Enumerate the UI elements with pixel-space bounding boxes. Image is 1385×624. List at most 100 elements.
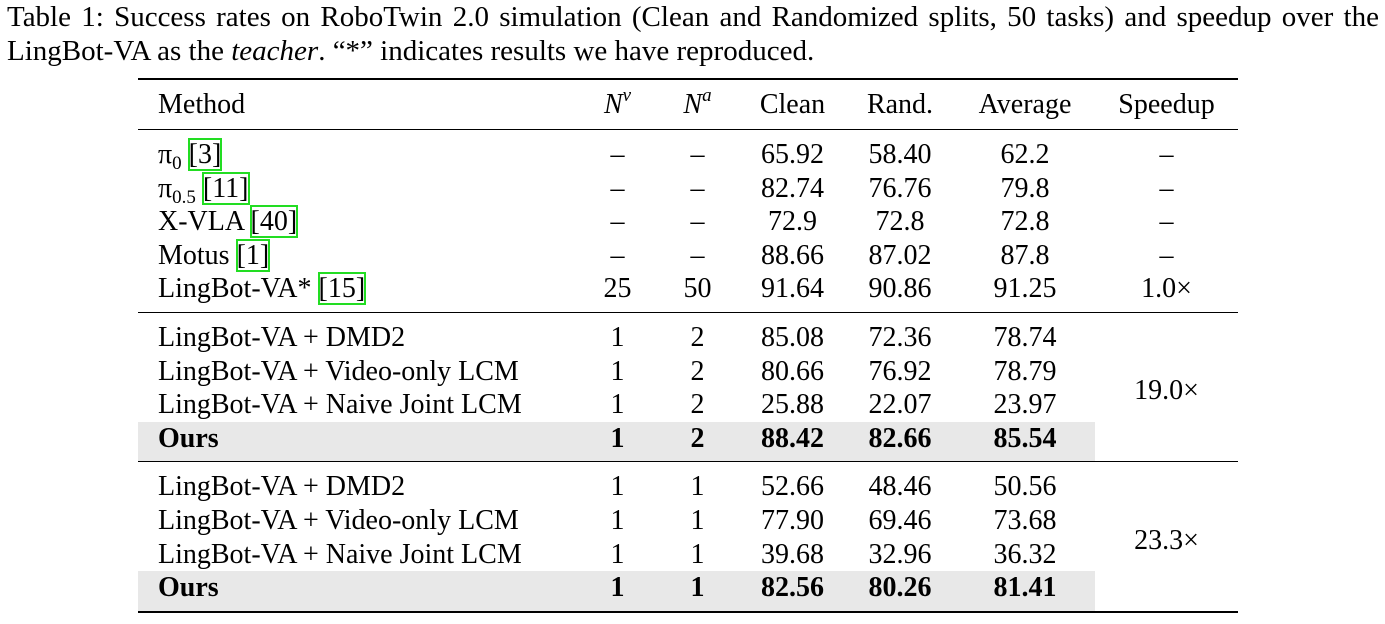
method-cell: LingBot-VA + Naive Joint LCM — [138, 388, 580, 422]
value-cell: 25 — [603, 273, 632, 305]
method-name: X-VLA — [158, 206, 244, 238]
value-cell: 48.46 — [868, 471, 932, 503]
value-cell: 1 — [655, 571, 740, 612]
value-cell: 1 — [610, 538, 625, 570]
table-row: LingBot-VA + DMD2 1 2 85.08 72.36 78.74 19.0× — [138, 312, 1238, 406]
header-text: Method — [158, 88, 246, 120]
value-cell: 22.07 — [868, 389, 932, 421]
header-symbol: N — [683, 88, 703, 120]
method-name: Ours — [158, 422, 219, 454]
value-cell: 1 — [610, 321, 625, 353]
value-cell: 80.26 — [845, 571, 955, 612]
value-cell: 1 — [580, 571, 655, 612]
value-cell: 88.42 — [740, 421, 845, 462]
header-sup-text: a — [702, 84, 712, 106]
value-cell: – — [690, 139, 705, 170]
value-cell: 62.2 — [1000, 139, 1050, 170]
caption: Table 1: Success rates on RoboTwin 2.0 s… — [7, 0, 1379, 68]
method-cell: LingBot-VA + Video-only LCM — [138, 355, 580, 389]
value-cell: – — [610, 139, 625, 170]
method-name: Motus — [158, 239, 230, 271]
value-cell: 69.46 — [868, 504, 932, 536]
header-cell: Rand. — [845, 79, 955, 130]
value-cell: 79.8 — [1000, 172, 1050, 204]
caption-text: Table 1: Success rates on RoboTwin 2.0 s… — [7, 1, 1379, 67]
value-cell: – — [690, 239, 705, 271]
header-cell: Speedup — [1095, 79, 1238, 130]
header-cell: Nv — [580, 79, 655, 130]
header-cell: Method — [138, 79, 580, 130]
value-cell: – — [610, 172, 625, 204]
value-cell: – — [610, 206, 625, 238]
value-cell: 1 — [610, 504, 625, 536]
method-name: π — [158, 172, 173, 204]
table-row: LingBot-VA + Naive Joint LCM 1 1 39.68 32.96… — [138, 538, 1238, 572]
header-cell: Clean — [740, 79, 845, 130]
value-cell: 81.41 — [955, 571, 1095, 612]
value-cell: 65.92 — [761, 139, 824, 170]
value-cell: – — [690, 172, 705, 204]
value-cell: 32.96 — [868, 538, 932, 570]
value-cell: 1 — [690, 504, 705, 536]
header-row: Method Nv Na Clean Rand. Average Speedup — [138, 79, 1238, 130]
value-cell: 80.66 — [761, 355, 824, 387]
header-cell: Na — [655, 79, 740, 130]
results-table: Method Nv Na Clean Rand. Average Speedup π0 [3… — [138, 78, 1238, 613]
table-row: π0 [3] – –65.92 58.40 62.2– — [138, 130, 1238, 174]
value-cell: 90.86 — [868, 273, 932, 305]
value-cell: 25.88 — [761, 389, 824, 421]
table-row: π0.5 [11] – –82.74 76.76 79.8– — [138, 171, 1238, 208]
value-cell: 78.74 — [993, 321, 1057, 353]
value-cell: 78.79 — [993, 355, 1057, 387]
table-row: X-VLA [40] – –72.9 72.8 72.8– — [138, 205, 1238, 239]
citation: [1] — [235, 238, 271, 272]
header-sup: v — [623, 85, 631, 106]
method-name: Ours — [158, 572, 219, 604]
method-sub: 0 — [172, 153, 182, 174]
value-cell: 85.08 — [761, 321, 824, 353]
header-text: Rand. — [866, 88, 934, 120]
value-cell: 85.54 — [955, 421, 1095, 462]
citation: [15] — [317, 272, 367, 306]
table-row: LingBot-VA + Video-only LCM 1 1 77.90 69.46 7… — [138, 504, 1238, 538]
method-cell: X-VLA [40] — [138, 205, 580, 239]
value-cell: 1 — [610, 471, 625, 503]
method-name: LingBot-VA + DMD2 — [158, 321, 406, 353]
value-cell: – — [1159, 239, 1174, 271]
header-text: Clean — [759, 88, 826, 120]
value-cell: 1.0× — [1141, 273, 1192, 305]
value-cell: – — [690, 206, 705, 238]
header-sup-text: v — [622, 84, 632, 106]
value-cell: – — [1159, 206, 1174, 238]
method-name: LingBot-VA + Naive Joint LCM — [158, 538, 522, 570]
header-text: Average — [978, 88, 1072, 120]
method-cell: LingBot-VA* [15] — [138, 272, 580, 312]
method-cell: LingBot-VA + Naive Joint LCM — [138, 538, 580, 572]
value-cell: 87.8 — [1000, 239, 1050, 271]
value-cell: 1 — [690, 471, 705, 503]
value-cell: 36.32 — [993, 538, 1057, 570]
value-cell: 2 — [690, 321, 705, 353]
method-cell: Motus [1] — [138, 238, 580, 273]
value-cell: 72.8 — [875, 206, 925, 238]
value-cell: 76.76 — [868, 172, 932, 204]
method-sub: 0.5 — [172, 186, 196, 208]
header-text: Speedup — [1118, 88, 1215, 120]
value-cell: 77.90 — [761, 504, 824, 536]
value-cell: 72.8 — [1000, 206, 1050, 238]
method-name: LingBot-VA + Naive Joint LCM — [158, 389, 522, 421]
citation: [3] — [187, 138, 223, 171]
value-cell: 76.92 — [868, 355, 932, 387]
row-group: π0 [3] – –65.92 58.40 62.2– π0.5 [11] – –82.74 7… — [138, 130, 1238, 313]
table-row: LingBot-VA* [15] 25 50 91.64 90.86 91.25 1.0× — [138, 272, 1238, 312]
method-name: LingBot-VA + Video-only LCM — [158, 504, 519, 536]
value-cell: 82.66 — [845, 421, 955, 462]
value-cell: 1 — [610, 355, 625, 387]
row-group: LingBot-VA + DMD2 1 1 52.66 48.46 50.56 23.3× L… — [138, 462, 1238, 612]
value-cell: 2 — [690, 355, 705, 387]
method-cell: LingBot-VA + DMD2 — [138, 462, 580, 504]
method-cell: LingBot-VA + Video-only LCM — [138, 504, 580, 538]
value-cell: 82.74 — [761, 172, 824, 204]
table-row: LingBot-VA + Naive Joint LCM 1 2 25.88 22.07… — [138, 388, 1238, 422]
header-sup: a — [702, 85, 712, 106]
